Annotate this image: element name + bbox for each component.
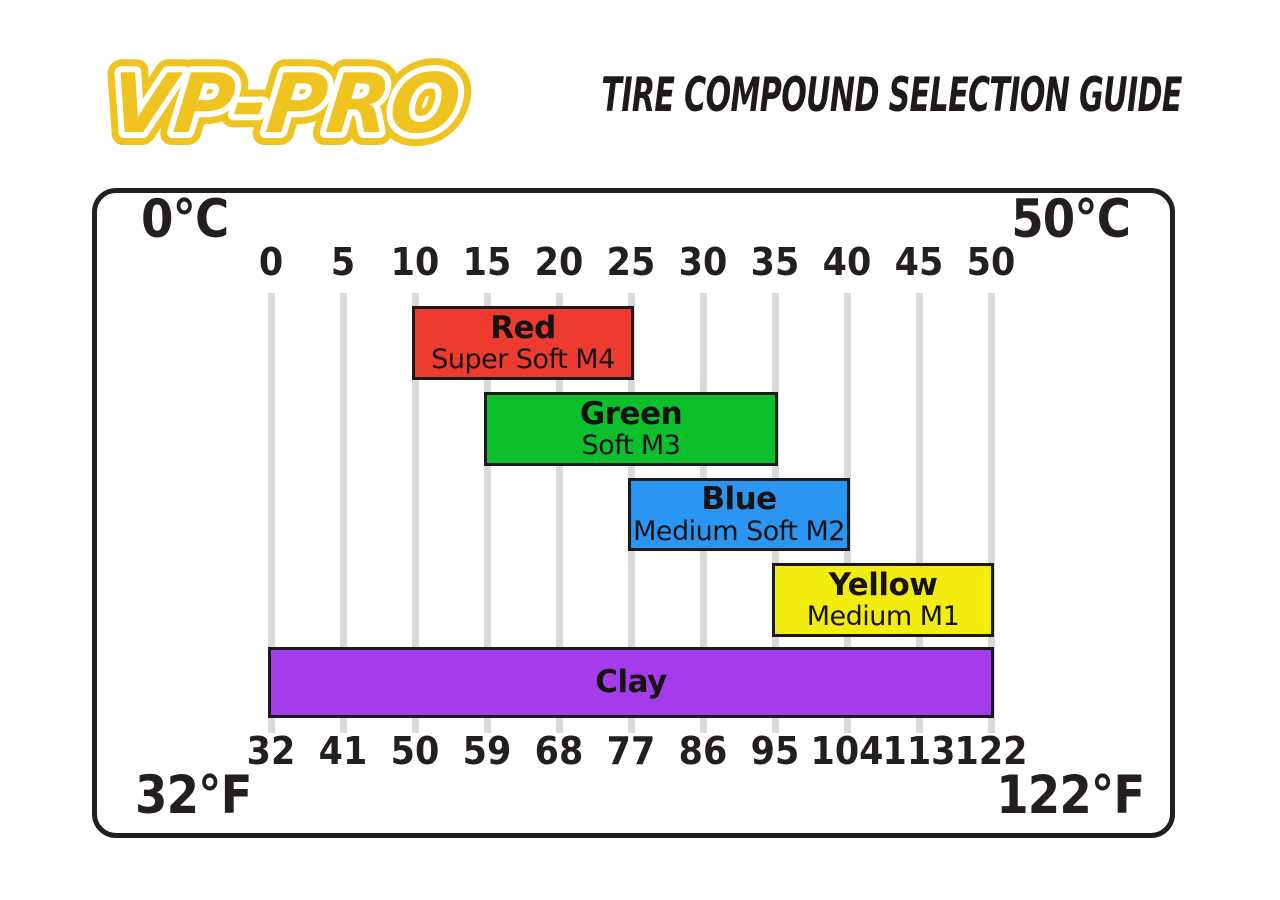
celsius-tick-label: 40 [822, 240, 872, 284]
celsius-tick-label: 30 [678, 240, 728, 284]
celsius-min-label: 0°C [141, 189, 229, 250]
gridline [411, 293, 419, 733]
bar-compound: Soft M3 [581, 430, 681, 462]
bar-name: Red [490, 309, 556, 346]
celsius-tick-label: 35 [750, 240, 800, 284]
fahrenheit-tick-label: 86 [678, 729, 728, 773]
gridline [267, 293, 275, 733]
compound-bar: Green Soft M3 [484, 392, 778, 466]
bar-name: Clay [595, 664, 667, 701]
fahrenheit-tick-label: 59 [462, 729, 512, 773]
vp-pro-logo: VP-PRO VP-PRO [93, 44, 478, 162]
compound-bar: Blue Medium Soft M2 [628, 478, 850, 551]
fahrenheit-tick-label: 77 [606, 729, 656, 773]
compound-bar: Yellow Medium M1 [772, 563, 994, 637]
gridline [483, 293, 491, 733]
fahrenheit-tick-label: 50 [390, 729, 440, 773]
fahrenheit-tick-label: 113 [882, 729, 956, 773]
bar-name: Green [579, 395, 683, 432]
celsius-tick-label: 0 [258, 240, 284, 284]
gridline [987, 293, 995, 733]
compound-bar: Clay [268, 647, 994, 718]
fahrenheit-max-label: 122°F [995, 765, 1145, 826]
celsius-tick-label: 10 [390, 240, 440, 284]
fahrenheit-tick-label: 122 [954, 729, 1028, 773]
gridline [915, 293, 923, 733]
fahrenheit-tick-label: 32 [246, 729, 296, 773]
bar-compound: Super Soft M4 [431, 344, 615, 376]
compound-bar: Red Super Soft M4 [412, 306, 634, 380]
gridline [339, 293, 347, 733]
fahrenheit-tick-label: 68 [534, 729, 584, 773]
celsius-max-label: 50°C [1011, 189, 1131, 250]
logo-text: VP-PRO [106, 57, 465, 152]
celsius-tick-label: 5 [330, 240, 356, 284]
bar-name: Yellow [828, 566, 938, 603]
celsius-tick-label: 15 [462, 240, 512, 284]
bar-compound: Medium Soft M2 [633, 515, 845, 547]
fahrenheit-min-label: 32°F [135, 765, 252, 826]
fahrenheit-tick-label: 95 [750, 729, 800, 773]
bar-name: Blue [701, 481, 777, 518]
celsius-tick-label: 25 [606, 240, 656, 284]
fahrenheit-tick-label: 104 [810, 729, 884, 773]
bar-compound: Medium M1 [806, 601, 960, 633]
celsius-tick-label: 50 [966, 240, 1016, 284]
celsius-tick-label: 20 [534, 240, 584, 284]
gridline [555, 293, 563, 733]
logo-outline-layer: VP-PRO [106, 57, 465, 152]
celsius-tick-label: 45 [894, 240, 944, 284]
fahrenheit-tick-label: 41 [318, 729, 368, 773]
page-title: TIRE COMPOUND SELECTION GUIDE [601, 68, 1183, 123]
chart-frame: 0°C 50°C 32°F 122°F 0 32 5 41 10 50 15 59 20 68 25… [92, 188, 1175, 838]
